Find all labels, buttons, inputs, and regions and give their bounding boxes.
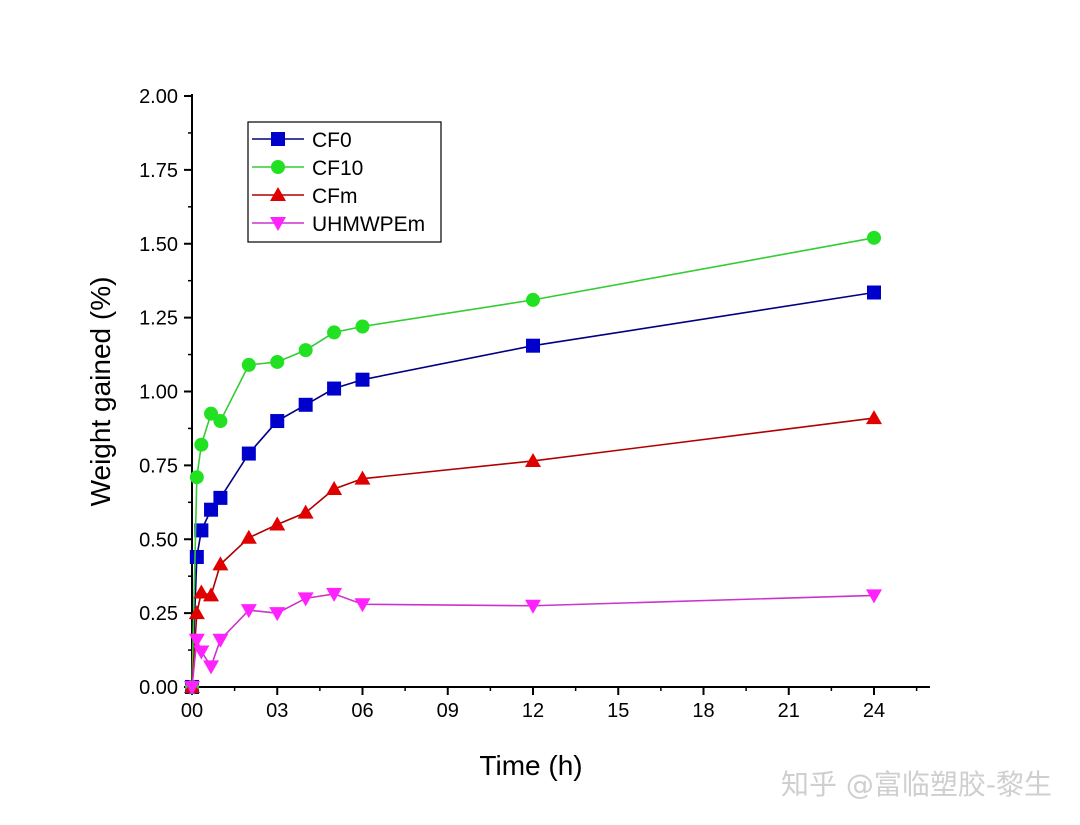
y-tick-label: 1.75 [139,160,178,182]
y-tick-label: 1.25 [139,308,178,330]
data-point-uhmwpem [188,633,205,648]
data-point-uhmwpem [297,592,314,607]
data-point-cf0 [327,381,342,396]
x-tick-label: 06 [351,700,373,722]
data-point-cf0 [213,490,228,505]
legend-label-cf0: CF0 [312,129,352,152]
legend-label-cf10: CF10 [312,157,363,180]
data-point-cfm [193,584,210,599]
data-point-uhmwpem [212,633,229,648]
legend-marker-cf0 [271,132,285,146]
data-point-cf10 [327,325,342,340]
data-point-cfm [212,556,229,571]
data-point-cf10 [241,357,256,372]
data-point-cfm [354,470,371,485]
y-tick-label: 0.00 [139,677,178,699]
data-point-cfm [297,504,314,519]
legend-marker-cfm [270,187,286,201]
data-point-uhmwpem [525,599,541,614]
x-tick-label: 03 [266,700,288,722]
y-tick-label: 1.50 [139,234,178,256]
x-tick-label: 00 [181,700,203,722]
data-point-uhmwpem [326,587,343,602]
y-tick-label: 2.00 [139,86,178,108]
data-point-uhmwpem [269,607,286,622]
y-tick-label: 0.25 [139,603,178,625]
data-point-uhmwpem [240,604,257,619]
data-point-uhmwpem [203,660,220,675]
data-point-uhmwpem [184,681,200,695]
y-axis-label: Weight gained (%) [85,277,116,507]
y-tick-label: 1.00 [139,382,178,404]
y-tick-label: 0.50 [139,529,178,551]
data-point-cf0 [189,549,204,564]
data-point-cfm [525,452,541,467]
data-point-cf10 [204,406,219,421]
x-axis-label: Time (h) [479,750,582,781]
data-point-cf0 [204,502,219,517]
data-point-cf0 [194,523,209,538]
data-point-cf0 [867,285,881,300]
data-point-cf10 [213,414,228,429]
data-point-cfm [269,516,286,531]
data-point-cf10 [526,292,540,307]
legend-marker-cf10 [271,160,285,174]
data-point-cf0 [270,414,285,429]
data-point-cf0 [355,372,370,387]
x-tick-label: 12 [522,700,544,722]
legend-label-uhmwpem: UHMWPEm [312,213,425,236]
series-cf0 [185,285,881,694]
data-point-uhmwpem [354,598,371,613]
data-point-cf10 [270,354,285,369]
data-point-cfm [240,529,257,544]
x-tick-label: 09 [437,700,459,722]
legend-marker-uhmwpem [270,217,286,231]
data-point-cf10 [194,437,209,452]
x-tick-label: 21 [778,700,800,722]
x-tick-label: 15 [607,700,629,722]
series-cfm [184,410,882,693]
watermark: 知乎 @富临塑胶-黎生 [780,768,1052,801]
x-tick-label: 18 [692,700,714,722]
data-point-cf0 [241,446,256,461]
data-point-cf10 [189,470,204,485]
data-point-cfm [188,605,205,620]
data-point-cf0 [526,338,540,353]
legend-label-cfm: CFm [312,185,358,208]
data-point-cf0 [298,397,313,412]
series-uhmwpem [184,587,882,695]
data-point-cfm [866,410,882,425]
data-point-cf10 [355,319,370,334]
data-point-uhmwpem [193,645,210,660]
legend: CF0 CF10 CFm UHMWPEm [247,121,442,243]
y-tick-label: 0.75 [139,455,178,477]
data-point-uhmwpem [866,589,882,604]
data-point-cfm [203,587,220,602]
x-tick-label: 24 [863,700,885,722]
data-point-cf10 [867,230,881,245]
data-point-cfm [326,481,343,496]
data-point-cf10 [298,343,313,358]
